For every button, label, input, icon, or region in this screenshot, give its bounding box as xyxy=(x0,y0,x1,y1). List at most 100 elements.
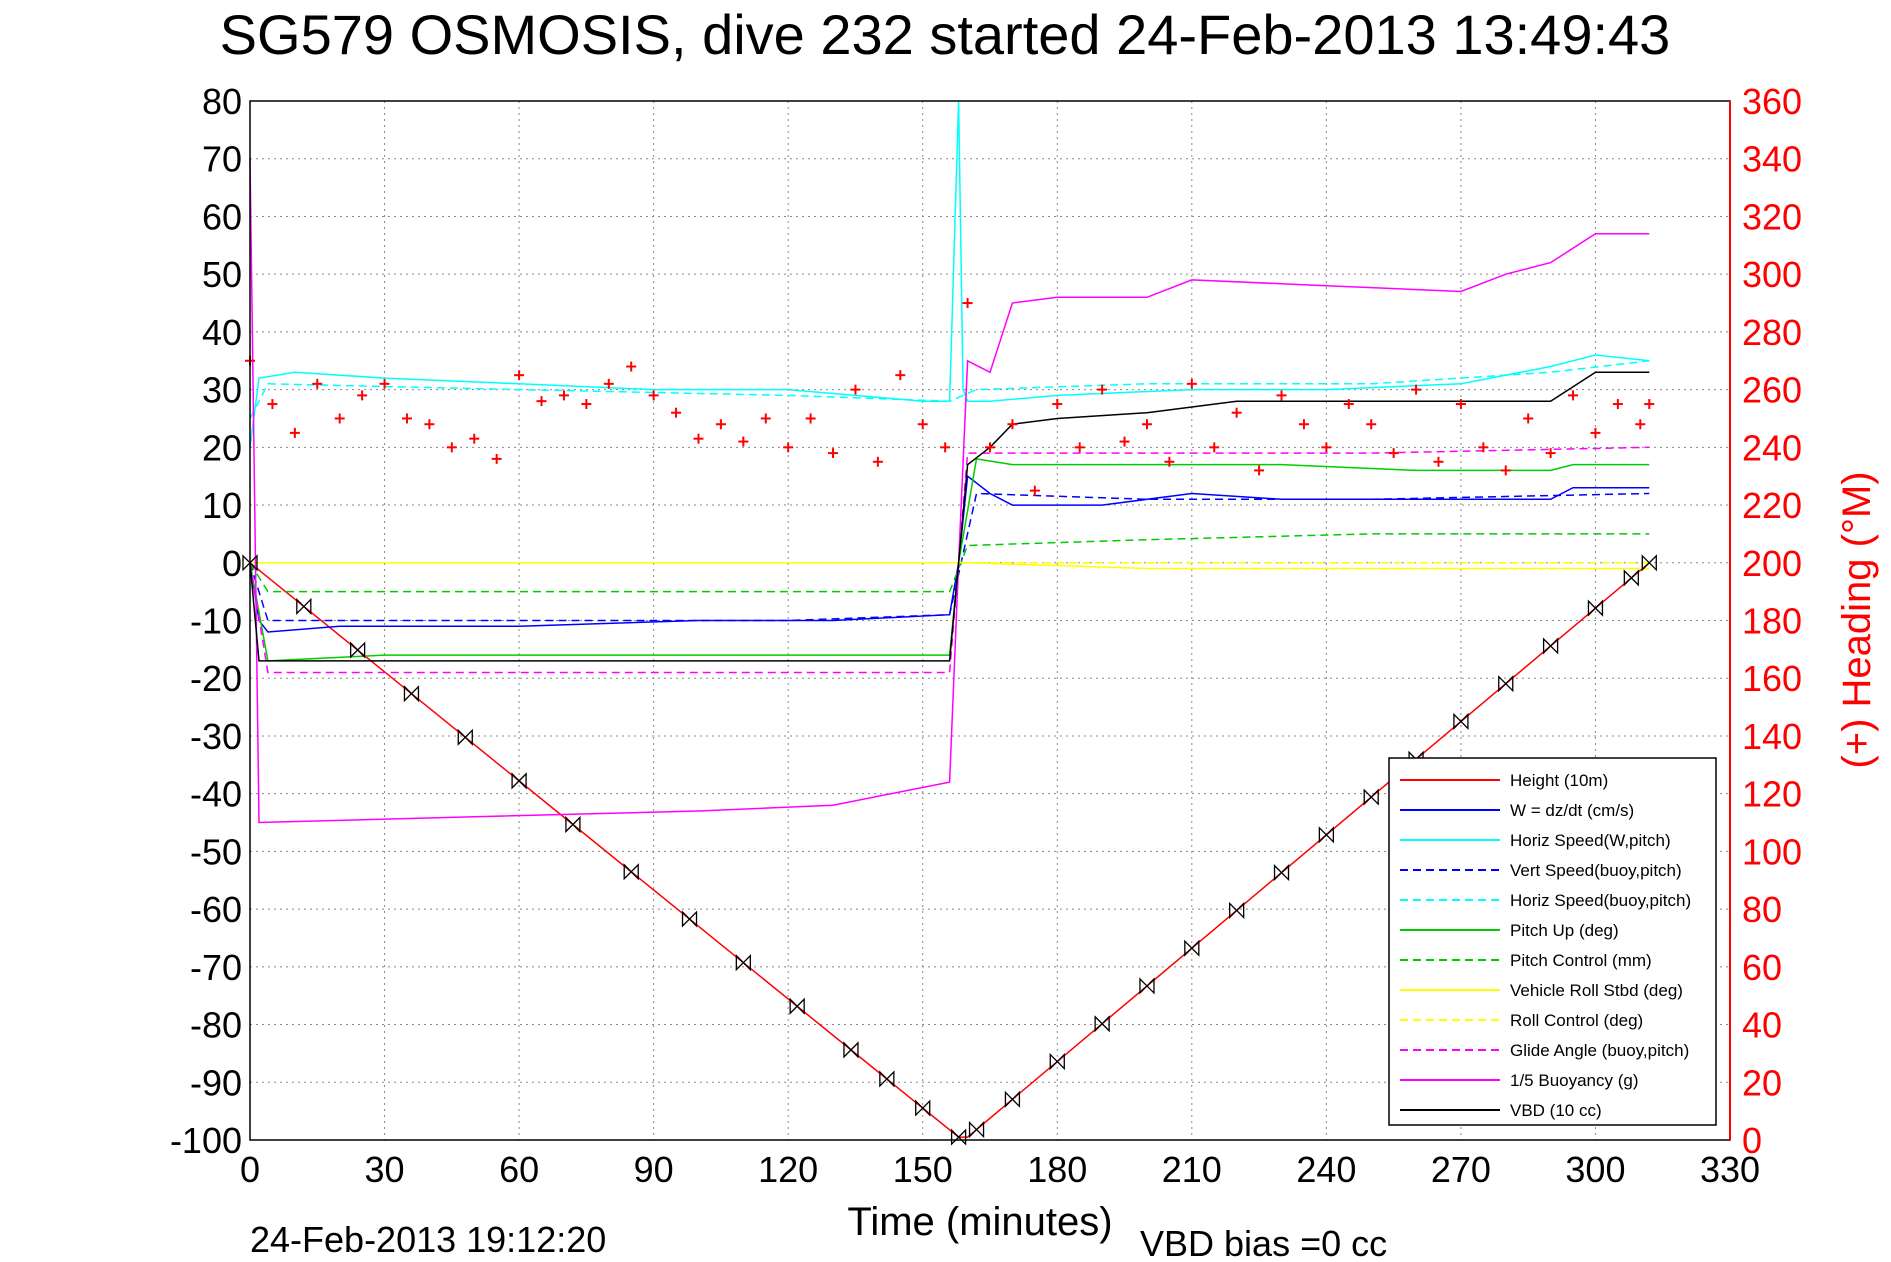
markers-layer xyxy=(242,298,1657,1146)
depth-marker xyxy=(457,728,473,746)
heading-point xyxy=(424,419,435,430)
x-tick-label: 150 xyxy=(893,1149,953,1190)
y-tick-label: 50 xyxy=(202,254,242,295)
series-line-6 xyxy=(249,533,1650,593)
heading-point xyxy=(1433,456,1444,467)
depth-marker xyxy=(1498,675,1514,693)
heading-point xyxy=(334,413,345,424)
y-right-tick-label: 120 xyxy=(1742,774,1802,815)
x-tick-label: 210 xyxy=(1162,1149,1222,1190)
y-tick-label: -30 xyxy=(190,716,242,757)
legend-label: VBD (10 cc) xyxy=(1510,1101,1602,1120)
heading-point xyxy=(401,413,412,424)
y-right-tick-label: 100 xyxy=(1742,831,1802,872)
chart-title: SG579 OSMOSIS, dive 232 started 24-Feb-2… xyxy=(220,3,1671,66)
legend-label: Pitch Control (mm) xyxy=(1510,951,1652,970)
heading-point xyxy=(1343,399,1354,410)
x-axis-label: Time (minutes) xyxy=(847,1200,1112,1244)
heading-point xyxy=(267,399,278,410)
series-line-3 xyxy=(249,492,1650,622)
heading-point xyxy=(940,442,951,453)
y-right-tick-label: 300 xyxy=(1742,254,1802,295)
x-tick-label: 90 xyxy=(634,1149,674,1190)
y-tick-label: -10 xyxy=(190,601,242,642)
y-tick-label: -90 xyxy=(190,1062,242,1103)
heading-point xyxy=(715,419,726,430)
depth-marker xyxy=(1273,864,1290,882)
depth-marker xyxy=(1094,1015,1110,1033)
heading-point xyxy=(1612,399,1623,410)
heading-point xyxy=(1635,419,1646,430)
y-tick-label: -70 xyxy=(190,947,242,988)
y-right-tick-label: 60 xyxy=(1742,947,1782,988)
y-right-tick-labels: 0 20 40 60 80 100 120 140 160 180 200 220 240 260 280 3… xyxy=(1729,81,1802,1161)
legend-label: Pitch Up (deg) xyxy=(1510,921,1619,940)
y-right-axis-label: (+) Heading (°M) xyxy=(1835,471,1879,768)
heading-point xyxy=(1007,419,1018,430)
depth-marker xyxy=(843,1041,859,1059)
y-tick-label: 60 xyxy=(202,196,242,237)
heading-point xyxy=(1523,413,1534,424)
x-tick-labels: 0 30 60 90 120 150 180 210 240 270 300 330 xyxy=(240,1149,1760,1190)
y-tick-label: -40 xyxy=(190,774,242,815)
series-line-1 xyxy=(249,474,1650,633)
heading-point xyxy=(1074,442,1085,453)
y-tick-label: 0 xyxy=(222,543,242,584)
depth-marker xyxy=(1184,939,1200,957)
heading-point xyxy=(1321,442,1332,453)
depth-marker xyxy=(915,1099,931,1117)
heading-point xyxy=(1388,448,1399,459)
heading-point xyxy=(1276,390,1287,401)
heading-point xyxy=(1298,419,1309,430)
depth-marker xyxy=(511,772,527,790)
heading-point xyxy=(514,370,525,381)
depth-marker xyxy=(296,597,312,615)
legend-label: Glide Angle (buoy,pitch) xyxy=(1510,1041,1689,1060)
heading-point xyxy=(1186,378,1197,389)
series-line-9 xyxy=(249,446,1650,674)
heading-point xyxy=(1231,407,1242,418)
heading-point xyxy=(1029,485,1040,496)
heading-point xyxy=(1254,465,1265,476)
heading-point xyxy=(1411,384,1422,395)
depth-marker xyxy=(879,1070,895,1088)
x-tick-label: 300 xyxy=(1565,1149,1625,1190)
y-right-tick-label: 180 xyxy=(1742,601,1802,642)
heading-point xyxy=(1141,419,1152,430)
y-right-tick-label: 280 xyxy=(1742,312,1802,353)
heading-point xyxy=(783,442,794,453)
heading-point xyxy=(1644,399,1655,410)
heading-point xyxy=(1209,442,1220,453)
y-tick-label: -60 xyxy=(190,889,242,930)
depth-marker xyxy=(1587,599,1604,617)
depth-marker xyxy=(1641,554,1657,572)
depth-marker xyxy=(1453,712,1469,731)
y-tick-label: -100 xyxy=(170,1120,242,1161)
depth-marker xyxy=(1318,826,1335,844)
heading-point xyxy=(895,370,906,381)
heading-point xyxy=(446,442,457,453)
heading-point xyxy=(850,384,861,395)
heading-point xyxy=(648,390,659,401)
y-right-tick-label: 20 xyxy=(1742,1062,1782,1103)
legend-label: W = dz/dt (cm/s) xyxy=(1510,801,1634,820)
y-tick-label: 30 xyxy=(202,370,242,411)
heading-point xyxy=(1590,427,1601,438)
series-line-10 xyxy=(249,158,1650,824)
depth-marker xyxy=(1363,788,1379,806)
legend-label: Vert Speed(buoy,pitch) xyxy=(1510,861,1682,880)
legend: Height (10m) W = dz/dt (cm/s) Horiz Speed(… xyxy=(1388,757,1717,1126)
series-line-5 xyxy=(249,458,1650,662)
heading-point xyxy=(738,436,749,447)
series-line-4 xyxy=(249,360,1650,419)
x-tick-label: 270 xyxy=(1431,1149,1491,1190)
series-line-2 xyxy=(249,100,1650,448)
y-tick-label: 10 xyxy=(202,485,242,526)
y-tick-label: 40 xyxy=(202,312,242,353)
heading-point xyxy=(917,419,928,430)
y-tick-label: -20 xyxy=(190,658,242,699)
depth-marker xyxy=(968,1120,985,1139)
legend-label: Vehicle Roll Stbd (deg) xyxy=(1510,981,1683,1000)
heading-point xyxy=(1545,448,1556,459)
